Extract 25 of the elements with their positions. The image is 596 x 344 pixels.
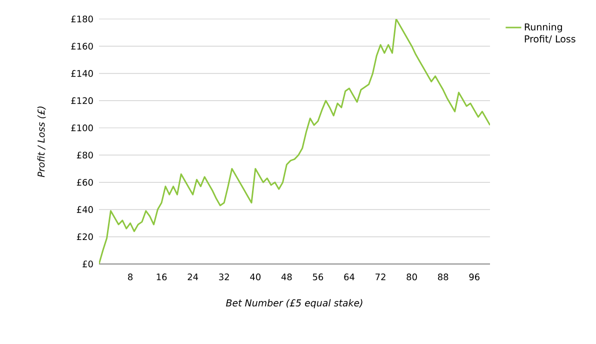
y-tick-label: £40 <box>76 206 93 213</box>
y-tick-label: £20 <box>76 233 93 240</box>
y-tick-label: £80 <box>76 152 93 158</box>
legend-label: Running Profit/ Loss <box>524 23 576 44</box>
x-tick-label: 64 <box>344 274 354 280</box>
x-tick-label: 24 <box>188 274 198 280</box>
x-tick-label: 96 <box>469 274 480 280</box>
x-axis-title: Bet Number (£5 equal stake) <box>226 299 362 308</box>
y-tick-label: £0 <box>82 260 93 268</box>
y-axis-title: Profit / Loss (£) <box>37 106 46 178</box>
y-tick-label: £60 <box>76 178 93 186</box>
x-tick-label: 80 <box>406 274 417 280</box>
y-tick-label: £180 <box>71 16 93 22</box>
y-tick-label: £100 <box>71 124 93 132</box>
y-tick-label: £140 <box>71 70 93 77</box>
x-tick-label: 32 <box>219 274 229 280</box>
x-tick-label: 16 <box>156 274 167 280</box>
y-tick-label: £160 <box>71 42 93 50</box>
x-tick-label: 40 <box>250 274 261 280</box>
x-tick-label: 48 <box>281 274 292 280</box>
x-tick-label: 72 <box>376 274 386 280</box>
x-tick-label: 8 <box>128 274 133 280</box>
x-tick-label: 88 <box>438 274 448 280</box>
y-tick-label: £120 <box>71 97 93 104</box>
x-tick-label: 56 <box>312 274 324 280</box>
